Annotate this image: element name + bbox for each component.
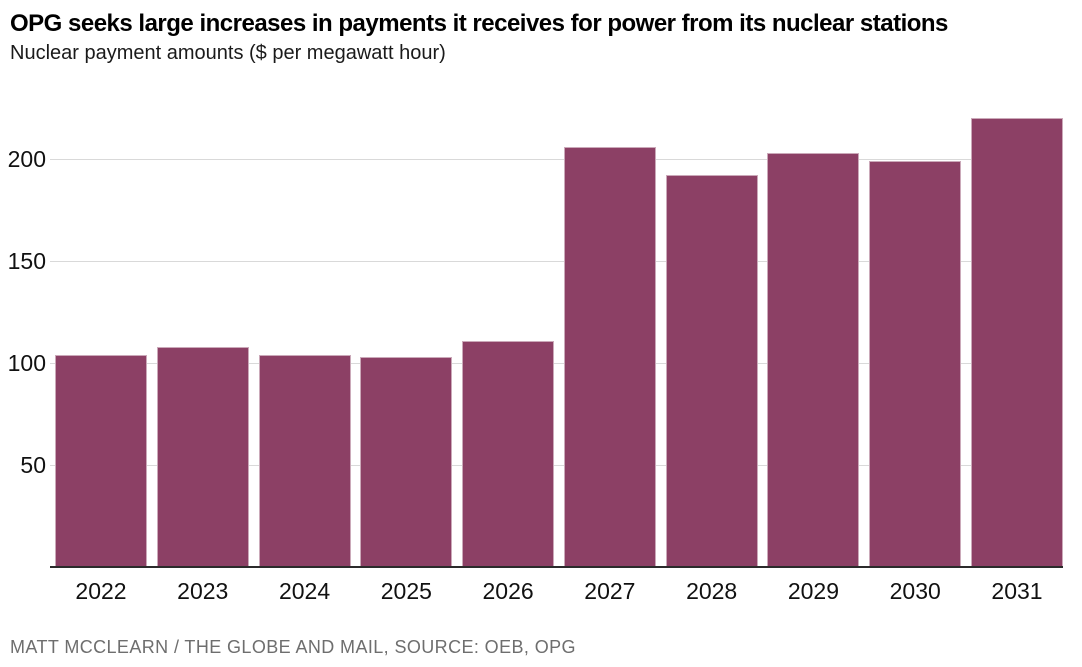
bar-2027 <box>563 146 656 567</box>
bar-2029 <box>767 152 860 567</box>
y-tick-label-50: 50 <box>20 452 46 478</box>
x-tick-label-2025: 2025 <box>380 578 432 604</box>
x-tick-label-2030: 2030 <box>889 578 941 604</box>
x-tick-label-2024: 2024 <box>278 578 331 604</box>
bar-2031 <box>971 118 1063 567</box>
chart-title: OPG seeks large increases in payments it… <box>10 10 948 37</box>
x-tick-label-2027: 2027 <box>584 578 636 604</box>
bar-2023 <box>156 346 249 567</box>
bar-2026 <box>462 340 555 567</box>
y-tick-label-100: 100 <box>7 350 46 376</box>
x-tick-label-2023: 2023 <box>177 578 229 604</box>
bar-2030 <box>869 161 962 567</box>
bar-2024 <box>258 354 351 567</box>
bar-2025 <box>360 356 453 567</box>
y-tick-label-200: 200 <box>7 146 46 172</box>
x-tick-label-2031: 2031 <box>991 578 1043 604</box>
x-axis-line <box>50 566 1063 568</box>
credit-line: MATT MCCLEARN / THE GLOBE AND MAIL, SOUR… <box>10 637 576 657</box>
bar-2028 <box>665 175 758 567</box>
y-tick-label-150: 150 <box>7 248 46 274</box>
gridline-150 <box>50 260 1063 262</box>
x-tick-label-2026: 2026 <box>482 578 534 604</box>
x-tick-label-2028: 2028 <box>686 578 738 604</box>
bar-2022 <box>55 354 147 567</box>
gridline-50 <box>50 464 1063 466</box>
x-tick-label-2029: 2029 <box>787 578 840 604</box>
gridline-100 <box>50 362 1063 364</box>
chart-subtitle: Nuclear payment amounts ($ per megawatt … <box>10 42 446 64</box>
gridline-200 <box>50 158 1063 160</box>
x-tick-label-2022: 2022 <box>75 578 127 604</box>
